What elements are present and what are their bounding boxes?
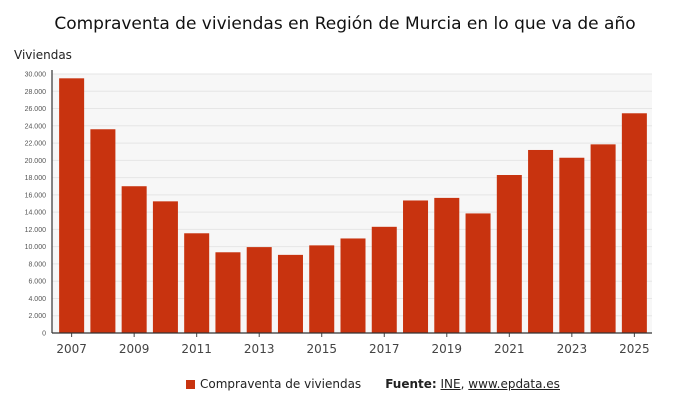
x-tick-label: 2009 — [119, 342, 150, 356]
bar-2011 — [184, 233, 210, 333]
y-tick-label: 16.000 — [25, 192, 47, 199]
x-tick-label: 2011 — [181, 342, 212, 356]
bar-2008 — [90, 129, 116, 333]
x-tick-label: 2019 — [432, 342, 463, 356]
source: Fuente: INE, www.epdata.es — [385, 377, 560, 391]
y-tick-label: 20.000 — [25, 158, 47, 165]
bar-2012 — [215, 252, 241, 333]
legend: Compraventa de viviendas Fuente: INE, ww… — [186, 377, 560, 391]
x-tick-label: 2015 — [306, 342, 337, 356]
source-label: Fuente: — [385, 377, 437, 391]
bar-2021 — [496, 175, 522, 333]
bar-2010 — [152, 201, 178, 333]
source-epdata-link[interactable]: www.epdata.es — [468, 377, 560, 391]
y-axis-label: Viviendas — [14, 48, 72, 62]
source-ine-link[interactable]: INE — [440, 377, 461, 391]
bar-2007 — [59, 78, 85, 333]
y-tick-label: 10.000 — [25, 244, 47, 251]
bar-2009 — [121, 186, 147, 333]
y-tick-label: 6.000 — [28, 279, 46, 286]
x-tick-label: 2013 — [244, 342, 275, 356]
bar-2020 — [465, 213, 491, 333]
bar-2017 — [371, 226, 397, 333]
legend-label: Compraventa de viviendas — [200, 377, 362, 391]
y-tick-label: 8.000 — [28, 261, 46, 268]
y-tick-label: 2.000 — [28, 313, 46, 320]
legend-swatch — [186, 379, 195, 389]
bar-2024 — [590, 144, 616, 333]
x-tick-label: 2021 — [494, 342, 525, 356]
y-tick-label: 18.000 — [25, 175, 47, 182]
y-tick-label: 30.000 — [25, 72, 47, 79]
y-tick-label: 12.000 — [25, 227, 47, 234]
y-tick-label: 14.000 — [25, 210, 47, 217]
y-tick-label: 26.000 — [25, 106, 47, 113]
y-tick-label: 4.000 — [28, 296, 46, 303]
x-tick-label: 2017 — [369, 342, 400, 356]
x-tick-label: 2025 — [619, 342, 650, 356]
y-tick-label: 22.000 — [25, 141, 47, 148]
bar-2013 — [246, 247, 272, 333]
source-separator: , — [460, 377, 465, 391]
bar-2025 — [621, 113, 647, 333]
bar-2014 — [277, 254, 303, 333]
bar-2015 — [309, 245, 335, 333]
x-tick-label: 2007 — [56, 342, 87, 356]
bar-2022 — [528, 149, 554, 333]
x-tick-label: 2023 — [557, 342, 588, 356]
bar-2016 — [340, 238, 366, 333]
chart-title: Compraventa de viviendas en Región de Mu… — [54, 14, 636, 34]
bar-2023 — [559, 157, 585, 333]
y-tick-label: 24.000 — [25, 123, 47, 130]
y-tick-label: 28.000 — [25, 89, 47, 96]
bar-2018 — [403, 200, 429, 333]
bar-2019 — [434, 197, 460, 333]
y-tick-label: 0 — [42, 331, 46, 338]
